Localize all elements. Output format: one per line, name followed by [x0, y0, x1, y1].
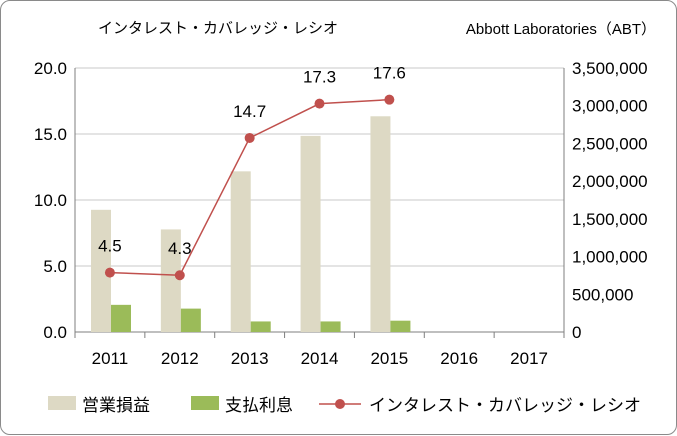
bar-operating-income — [230, 171, 251, 332]
ratio-data-label: 14.7 — [233, 102, 266, 121]
legend-label: インタレスト・カバレッジ・レシオ — [369, 396, 641, 415]
ratio-point — [314, 98, 325, 109]
left-axis-tick-label: 0.0 — [43, 323, 67, 342]
right-axis-tick-label: 0 — [572, 323, 581, 342]
x-axis-tick-label: 2017 — [510, 349, 548, 368]
ratio-data-label: 17.6 — [373, 64, 406, 83]
bar-interest-expense — [180, 308, 201, 332]
legend-swatch — [191, 396, 219, 410]
ratio-data-label: 4.5 — [98, 237, 122, 256]
ratio-data-label: 17.3 — [303, 68, 336, 87]
bar-operating-income — [160, 229, 181, 332]
x-axis-tick-label: 2015 — [370, 349, 408, 368]
right-axis-tick-label: 1,000,000 — [572, 248, 648, 267]
company-name: Abbott Laboratories（ABT） — [465, 21, 656, 38]
bar-operating-income — [300, 135, 321, 332]
right-axis-tick-label: 1,500,000 — [572, 210, 648, 229]
x-axis-tick-label: 2013 — [231, 349, 269, 368]
bar-operating-income — [370, 116, 391, 332]
right-axis-tick-label: 3,000,000 — [572, 97, 648, 116]
legend-label: 営業損益 — [82, 396, 150, 415]
legend-swatch — [48, 396, 76, 410]
legend-marker — [335, 399, 345, 409]
right-axis-tick-label: 500,000 — [572, 285, 633, 304]
ratio-data-label: 4.3 — [168, 239, 192, 258]
bar-interest-expense — [111, 304, 131, 332]
bar-interest-expense — [320, 321, 341, 332]
x-axis-tick-label: 2016 — [440, 349, 478, 368]
bar-operating-income — [91, 209, 111, 332]
x-axis-tick-label: 2014 — [301, 349, 339, 368]
chart-title: インタレスト・カバレッジ・レシオ — [98, 19, 339, 37]
right-axis-tick-label: 3,500,000 — [572, 59, 648, 78]
left-axis-tick-label: 15.0 — [34, 125, 67, 144]
left-axis-tick-label: 5.0 — [43, 257, 67, 276]
ratio-point — [174, 270, 185, 281]
legend-label: 支払利息 — [225, 396, 293, 415]
ratio-point — [104, 267, 115, 278]
right-axis-tick-label: 2,000,000 — [572, 172, 648, 191]
ratio-point — [384, 94, 395, 105]
bar-interest-expense — [250, 321, 271, 332]
right-axis-tick-label: 2,500,000 — [572, 134, 648, 153]
left-axis-tick-label: 20.0 — [34, 59, 67, 78]
left-axis-tick-label: 10.0 — [34, 191, 67, 210]
ratio-point — [244, 132, 255, 143]
bar-interest-expense — [390, 320, 411, 332]
x-axis-tick-label: 2011 — [92, 349, 129, 368]
x-axis-tick-label: 2012 — [161, 349, 199, 368]
